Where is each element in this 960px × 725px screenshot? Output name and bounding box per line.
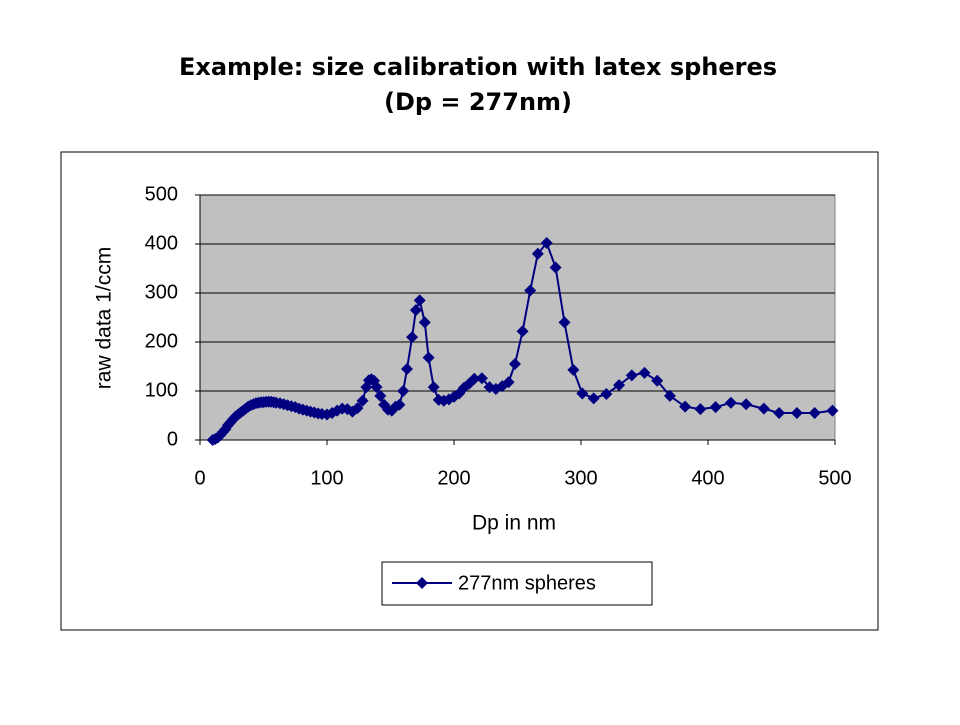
x-axis-label: Dp in nm	[472, 512, 556, 535]
legend-label: 277nm spheres	[458, 572, 596, 594]
data-marker	[694, 403, 707, 416]
data-marker	[370, 381, 383, 394]
data-marker	[524, 284, 537, 297]
data-marker	[413, 294, 426, 307]
data-marker	[790, 407, 803, 420]
data-marker	[508, 358, 521, 371]
chart-subtitle: (Dp = 277nm)	[384, 88, 572, 116]
data-marker	[397, 385, 410, 397]
data-marker	[651, 374, 664, 387]
data-marker	[406, 331, 419, 344]
y-tick-label: 500	[145, 183, 178, 205]
legend-marker	[416, 577, 428, 589]
y-tick-label: 100	[145, 379, 178, 401]
data-marker	[540, 237, 553, 250]
data-marker	[468, 372, 481, 385]
data-marker	[679, 400, 692, 413]
x-tick-label: 100	[310, 467, 343, 489]
data-marker	[356, 394, 369, 407]
data-marker	[418, 316, 431, 329]
data-marker	[502, 376, 515, 389]
y-tick-label: 200	[145, 330, 178, 352]
data-marker	[558, 316, 571, 329]
data-marker	[724, 396, 737, 409]
x-tick-label: 500	[818, 467, 851, 489]
data-marker	[374, 389, 387, 402]
data-marker	[475, 372, 488, 385]
data-marker	[773, 407, 786, 420]
x-tick-label: 0	[194, 467, 205, 489]
data-marker	[709, 401, 722, 414]
x-tick-label: 300	[564, 467, 597, 489]
data-marker	[516, 325, 529, 338]
data-marker	[576, 387, 589, 400]
y-tick-label: 400	[145, 232, 178, 254]
y-axis-label: raw data 1/ccm	[93, 247, 116, 389]
y-tick-label: 0	[167, 428, 178, 450]
data-marker	[393, 398, 406, 411]
x-tick-label: 400	[691, 467, 724, 489]
data-marker	[409, 304, 422, 317]
data-marker	[663, 389, 676, 402]
data-marker	[808, 407, 821, 420]
y-tick-label: 300	[145, 281, 178, 303]
data-marker	[401, 362, 414, 375]
data-marker	[638, 366, 651, 379]
data-marker	[587, 392, 600, 405]
data-marker	[613, 379, 626, 392]
data-marker	[600, 387, 613, 400]
data-marker	[757, 402, 770, 415]
data-marker	[740, 398, 753, 411]
x-tick-label: 200	[437, 467, 470, 489]
data-marker	[625, 369, 638, 382]
data-marker	[531, 247, 544, 260]
data-marker	[826, 404, 839, 417]
data-marker	[351, 402, 364, 415]
data-marker	[427, 381, 440, 394]
chart-title: Example: size calibration with latex sph…	[179, 53, 777, 81]
data-marker	[549, 261, 562, 274]
data-marker	[422, 351, 435, 364]
data-marker	[567, 363, 580, 376]
